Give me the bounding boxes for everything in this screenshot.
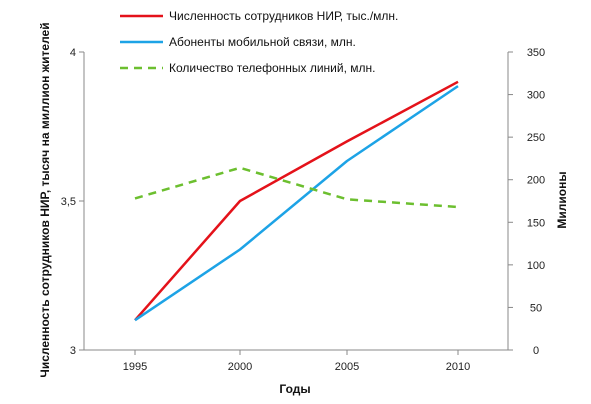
right-axis-title: Милионы [555, 171, 569, 228]
right-tick-label: 100 [527, 260, 545, 272]
x-tick-label: 2005 [335, 361, 359, 373]
x-tick-label: 2010 [446, 361, 470, 373]
right-tick-label: 350 [527, 47, 545, 59]
series-line-2 [134, 85, 459, 322]
right-axis-ticks: 0 50 100 150 200 250 300 350 [508, 47, 545, 357]
left-tick-label: 4 [70, 47, 76, 59]
legend-label-1: Численность сотрудников НИР, тыс./млн. [169, 9, 398, 23]
series-line-1 [134, 80, 459, 322]
right-tick-label: 150 [527, 217, 545, 229]
left-axis-ticks: 33,54 [61, 47, 84, 357]
left-tick-label: 3,5 [61, 196, 76, 208]
right-tick-label: 250 [527, 132, 545, 144]
series-layer [134, 80, 459, 322]
legend-label-3: Количество телефонных линий, млн. [169, 61, 375, 75]
series-line-3 [134, 166, 459, 209]
right-tick-label: 300 [527, 90, 545, 102]
x-axis-title: Годы [279, 382, 310, 396]
left-tick-label: 3 [70, 345, 76, 357]
x-tick-label: 2000 [228, 361, 252, 373]
x-axis-ticks: 1995 2000 2005 2010 [123, 350, 470, 373]
legend: Численность сотрудников НИР, тыс./млн. Аб… [120, 9, 398, 75]
x-tick-label: 1995 [123, 361, 147, 373]
right-tick-label: 50 [530, 302, 542, 314]
right-tick-label: 0 [533, 345, 539, 357]
left-axis-title: Численность сотрудников НИР, тысяч на ми… [38, 22, 52, 377]
right-tick-label: 200 [527, 175, 545, 187]
legend-label-2: Абоненты мобильной связи, млн. [169, 35, 356, 49]
